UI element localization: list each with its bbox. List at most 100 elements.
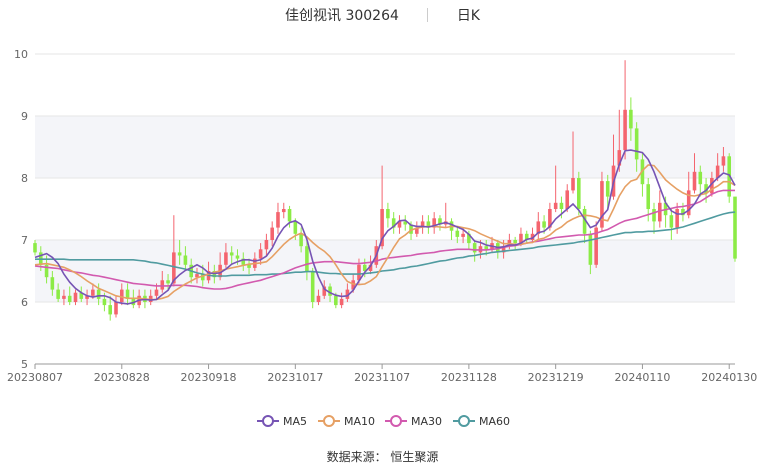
candle-body	[698, 171, 703, 185]
candle-body	[594, 227, 598, 265]
candle	[166, 274, 170, 290]
candle-body	[403, 221, 408, 225]
candle-body	[484, 246, 489, 250]
candle-body	[536, 221, 541, 234]
candle-body	[617, 150, 622, 166]
x-tick-label: 20230828	[94, 371, 150, 384]
x-tick-label: 20230807	[7, 371, 63, 384]
candle-body	[438, 218, 442, 225]
candle	[692, 153, 697, 194]
y-tick-label: 5	[21, 358, 28, 371]
candle	[96, 283, 101, 306]
y-tick-label: 7	[21, 234, 28, 247]
candle-body	[229, 252, 234, 256]
candle-body	[461, 233, 465, 237]
candle-body	[565, 190, 570, 209]
legend-label: MA5	[283, 415, 307, 428]
ma30-line	[34, 189, 735, 290]
candle-body	[704, 184, 708, 194]
candle-body	[710, 178, 714, 194]
candle-body	[397, 221, 402, 228]
candle	[62, 289, 66, 306]
candle	[380, 165, 384, 250]
candle	[617, 109, 622, 172]
candle	[420, 215, 425, 234]
candle	[640, 153, 645, 197]
candle-body	[293, 221, 298, 234]
candle	[721, 147, 726, 172]
candle-body	[455, 230, 460, 237]
candle	[605, 174, 610, 209]
candle-body	[299, 233, 303, 247]
candle	[629, 97, 633, 141]
candle	[50, 271, 55, 296]
stock-title: 佳创视讯 300264	[285, 8, 399, 24]
y-tick-label: 10	[14, 48, 28, 61]
candle-body	[160, 280, 165, 290]
candle	[44, 255, 49, 284]
candle-body	[119, 289, 124, 302]
candle-body	[114, 302, 118, 315]
candle-body	[658, 202, 662, 222]
candle-body	[316, 295, 321, 302]
period-label: 日K	[456, 8, 480, 24]
candle-body	[183, 255, 188, 265]
candle	[160, 271, 165, 293]
legend-item-ma5: MA5	[257, 415, 307, 428]
candle	[443, 202, 448, 228]
y-tick-label: 9	[21, 110, 28, 123]
candle	[287, 205, 292, 228]
candle-body	[415, 227, 419, 234]
candle	[247, 258, 251, 275]
candle	[426, 215, 431, 234]
candle-body	[62, 295, 66, 299]
title-separator	[427, 8, 429, 22]
candle	[391, 212, 396, 234]
candle-body	[715, 165, 720, 178]
candle-body	[177, 252, 182, 256]
candle	[299, 227, 303, 253]
candle-body	[524, 233, 529, 240]
candle-body	[328, 286, 332, 296]
candle	[432, 212, 436, 234]
candle-body	[195, 274, 199, 278]
candle-body	[467, 233, 471, 244]
candle	[698, 165, 703, 197]
candle	[316, 289, 321, 306]
candle	[281, 202, 286, 219]
candle	[594, 221, 598, 268]
candle	[241, 252, 246, 271]
candle-body	[391, 218, 396, 228]
candle	[357, 258, 361, 284]
candle-body	[669, 215, 674, 228]
candle-body	[96, 289, 101, 299]
candle	[229, 246, 234, 265]
candle	[634, 122, 639, 172]
candle	[715, 153, 720, 182]
legend-label: MA10	[344, 415, 375, 428]
candle-body	[605, 181, 610, 197]
legend-label: MA60	[479, 415, 510, 428]
candle-body	[224, 252, 228, 265]
candle-body	[44, 264, 49, 278]
x-tick-label: 20231107	[354, 371, 410, 384]
candle-body	[276, 212, 280, 228]
candle	[224, 243, 228, 268]
candle	[669, 209, 674, 240]
candle	[195, 267, 199, 284]
x-tick-label: 20240110	[614, 371, 670, 384]
candle-body	[235, 255, 240, 259]
candle	[577, 171, 581, 216]
candle-body	[241, 258, 246, 265]
candle-body	[351, 280, 355, 290]
candle-body	[553, 202, 558, 209]
candle	[172, 215, 176, 287]
candle-body	[287, 209, 292, 222]
candle	[623, 60, 627, 160]
y-tick-label: 6	[21, 296, 28, 309]
ma5-line	[34, 149, 736, 305]
candle-body	[681, 209, 685, 216]
candle	[652, 202, 656, 234]
candle	[386, 202, 390, 228]
